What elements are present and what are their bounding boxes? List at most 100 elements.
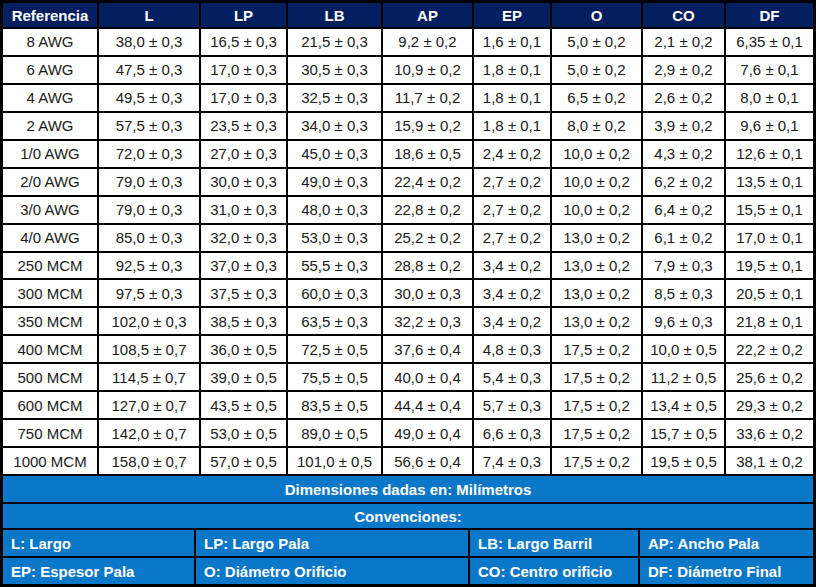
table-cell: 3,9 ± 0,2 — [643, 113, 724, 139]
table-cell: 55,5 ± 0,3 — [288, 253, 381, 279]
lug-dimensions-sheet: ReferenciaLLPLBAPEPOCODF8 AWG38,0 ± 0,31… — [0, 0, 816, 587]
table-cell: 25,2 ± 0,2 — [383, 225, 472, 251]
table-cell: 17,0 ± 0,1 — [726, 225, 813, 251]
table-cell: 34,0 ± 0,3 — [288, 113, 381, 139]
table-cell: 17,0 ± 0,3 — [201, 85, 286, 111]
legend-item-df: DF: Diámetro Final — [640, 558, 813, 584]
table-cell: 56,6 ± 0,4 — [383, 448, 472, 474]
table-cell: 17,5 ± 0,2 — [552, 336, 641, 362]
table-cell: 1,6 ± 0,1 — [474, 29, 550, 55]
table-cell: 30,0 ± 0,3 — [383, 280, 472, 306]
table-cell: 37,6 ± 0,4 — [383, 336, 472, 362]
table-cell: 33,6 ± 0,2 — [726, 420, 813, 446]
table-cell: 6,4 ± 0,2 — [643, 197, 724, 223]
legend-item-ap: AP: Ancho Pala — [640, 530, 813, 556]
row-reference: 350 MCM — [3, 308, 97, 334]
table-cell: 40,0 ± 0,4 — [383, 364, 472, 390]
table-cell: 7,4 ± 0,3 — [474, 448, 550, 474]
row-reference: 1000 MCM — [3, 448, 97, 474]
table-cell: 13,4 ± 0,5 — [643, 392, 724, 418]
table-cell: 5,0 ± 0,2 — [552, 57, 641, 83]
table-cell: 38,1 ± 0,2 — [726, 448, 813, 474]
row-reference: 1/0 AWG — [3, 141, 97, 167]
row-reference: 8 AWG — [3, 29, 97, 55]
legend-item-lp: LP: Largo Pala — [196, 530, 468, 556]
table-cell: 7,6 ± 0,1 — [726, 57, 813, 83]
table-cell: 32,5 ± 0,3 — [288, 85, 381, 111]
table-cell: 83,5 ± 0,5 — [288, 392, 381, 418]
row-reference: 250 MCM — [3, 253, 97, 279]
table-cell: 13,0 ± 0,2 — [552, 308, 641, 334]
table-cell: 22,4 ± 0,2 — [383, 169, 472, 195]
table-cell: 108,5 ± 0,7 — [99, 336, 199, 362]
table-cell: 5,4 ± 0,3 — [474, 364, 550, 390]
table-cell: 2,7 ± 0,2 — [474, 197, 550, 223]
table-cell: 72,5 ± 0,5 — [288, 336, 381, 362]
table-cell: 2,4 ± 0,2 — [474, 141, 550, 167]
table-cell: 8,5 ± 0,3 — [643, 280, 724, 306]
table-cell: 6,5 ± 0,2 — [552, 85, 641, 111]
table-cell: 22,8 ± 0,2 — [383, 197, 472, 223]
table-cell: 3,4 ± 0,2 — [474, 308, 550, 334]
table-cell: 2,1 ± 0,2 — [643, 29, 724, 55]
table-cell: 19,5 ± 0,5 — [643, 448, 724, 474]
table-cell: 1,8 ± 0,1 — [474, 113, 550, 139]
table-cell: 9,6 ± 0,3 — [643, 308, 724, 334]
table-cell: 127,0 ± 0,7 — [99, 392, 199, 418]
row-reference: 6 AWG — [3, 57, 97, 83]
table-cell: 38,0 ± 0,3 — [99, 29, 199, 55]
table-cell: 4,8 ± 0,3 — [474, 336, 550, 362]
table-cell: 15,9 ± 0,2 — [383, 113, 472, 139]
row-reference: 600 MCM — [3, 392, 97, 418]
table-cell: 63,5 ± 0,3 — [288, 308, 381, 334]
table-cell: 17,5 ± 0,2 — [552, 392, 641, 418]
table-cell: 37,5 ± 0,3 — [201, 280, 286, 306]
table-cell: 17,5 ± 0,2 — [552, 420, 641, 446]
legend-item-ep: EP: Espesor Pala — [3, 558, 194, 584]
column-header-lp: LP — [201, 3, 286, 27]
table-cell: 45,0 ± 0,3 — [288, 141, 381, 167]
column-header-ep: EP — [474, 3, 550, 27]
legend-grid: L: Largo LP: Largo Pala LB: Largo Barril… — [3, 530, 813, 584]
table-cell: 10,0 ± 0,5 — [643, 336, 724, 362]
table-cell: 37,0 ± 0,3 — [201, 253, 286, 279]
table-cell: 11,2 ± 0,5 — [643, 364, 724, 390]
legend-item-lb: LB: Largo Barril — [470, 530, 638, 556]
table-cell: 19,5 ± 0,1 — [726, 253, 813, 279]
column-header-ap: AP — [383, 3, 472, 27]
table-cell: 32,2 ± 0,3 — [383, 308, 472, 334]
units-note-text: Dimensiones dadas en: Milímetros — [285, 481, 532, 498]
table-cell: 16,5 ± 0,3 — [201, 29, 286, 55]
table-cell: 114,5 ± 0,7 — [99, 364, 199, 390]
table-cell: 89,0 ± 0,5 — [288, 420, 381, 446]
table-cell: 22,2 ± 0,2 — [726, 336, 813, 362]
table-cell: 4,3 ± 0,2 — [643, 141, 724, 167]
legend-item-co: CO: Centro orificio — [470, 558, 638, 584]
table-cell: 6,1 ± 0,2 — [643, 225, 724, 251]
table-cell: 28,8 ± 0,2 — [383, 253, 472, 279]
table-cell: 6,35 ± 0,1 — [726, 29, 813, 55]
table-cell: 29,3 ± 0,2 — [726, 392, 813, 418]
table-cell: 48,0 ± 0,3 — [288, 197, 381, 223]
conventions-title-bar: Convenciones: — [3, 504, 813, 528]
table-cell: 57,5 ± 0,3 — [99, 113, 199, 139]
table-cell: 2,6 ± 0,2 — [643, 85, 724, 111]
table-cell: 7,9 ± 0,3 — [643, 253, 724, 279]
table-cell: 5,0 ± 0,2 — [552, 29, 641, 55]
row-reference: 750 MCM — [3, 420, 97, 446]
table-cell: 79,0 ± 0,3 — [99, 169, 199, 195]
table-cell: 1,8 ± 0,1 — [474, 57, 550, 83]
table-cell: 47,5 ± 0,3 — [99, 57, 199, 83]
table-cell: 79,0 ± 0,3 — [99, 197, 199, 223]
table-cell: 49,0 ± 0,4 — [383, 420, 472, 446]
legend-item-o: O: Diámetro Orificio — [196, 558, 468, 584]
units-note-bar: Dimensiones dadas en: Milímetros — [3, 476, 813, 502]
table-cell: 31,0 ± 0,3 — [201, 197, 286, 223]
table-cell: 13,0 ± 0,2 — [552, 280, 641, 306]
table-cell: 15,5 ± 0,1 — [726, 197, 813, 223]
table-cell: 9,6 ± 0,1 — [726, 113, 813, 139]
column-header-lb: LB — [288, 3, 381, 27]
table-cell: 6,6 ± 0,3 — [474, 420, 550, 446]
column-header-co: CO — [643, 3, 724, 27]
table-cell: 102,0 ± 0,3 — [99, 308, 199, 334]
